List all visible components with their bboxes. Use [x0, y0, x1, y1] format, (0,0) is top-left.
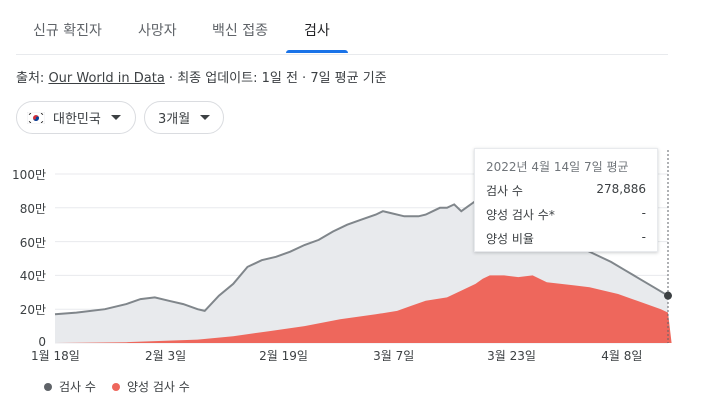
tooltip-title: 2022년 4월 14일 7일 평균	[486, 160, 629, 174]
hover-point[interactable]	[664, 291, 672, 300]
tooltip-value: 278,886	[596, 182, 646, 196]
legend-dot-icon	[44, 382, 52, 391]
tab-new-cases[interactable]: 신규 확진자	[33, 23, 102, 39]
source-line: 출처: Our World in Data · 최종 업데이트: 1일 전 · …	[16, 67, 387, 86]
tooltip-row-tests: 검사 수 278,886	[486, 182, 646, 200]
legend-label: 검사 수	[59, 380, 96, 394]
legend-item-tests[interactable]: 검사 수	[44, 378, 96, 395]
y-tick-label: 0	[38, 335, 46, 349]
country-select[interactable]: 대한민국	[16, 101, 136, 134]
y-tick-label: 60만	[19, 235, 46, 250]
tooltip-value: -	[641, 230, 646, 244]
tooltip-label: 양성 검사 수*	[486, 208, 555, 222]
source-suffix: · 최종 업데이트: 1일 전 · 7일 평균 기준	[164, 71, 387, 86]
tooltip-label: 검사 수	[486, 184, 523, 198]
tab-bar: 신규 확진자 사망자 백신 접종 검사	[16, 0, 668, 55]
legend-dot-icon	[111, 382, 120, 391]
tooltip-value: -	[641, 206, 646, 220]
x-tick-label: 2월 3일	[145, 349, 187, 363]
y-tick-label: 80만	[19, 201, 46, 216]
legend-label: 양성 검사 수	[126, 380, 190, 394]
x-tick-label: 3월 23일	[487, 349, 536, 363]
legend-item-positive[interactable]: 양성 검사 수	[111, 378, 190, 395]
chevron-down-icon	[200, 115, 211, 120]
source-prefix: 출처:	[16, 71, 49, 86]
x-tick-label: 3월 7일	[373, 349, 415, 363]
tab-vaccinations[interactable]: 백신 접종	[212, 23, 268, 39]
y-tick-label: 100만	[12, 168, 46, 182]
tooltip-row-rate: 양성 비율 -	[486, 230, 646, 248]
chart-tooltip: 2022년 4월 14일 7일 평균 검사 수 278,886 양성 검사 수*…	[474, 148, 658, 252]
x-tick-label: 1월 18일	[31, 349, 80, 363]
korea-flag-icon	[27, 111, 45, 124]
x-tick-label: 2월 19일	[259, 349, 308, 363]
range-label: 3개월	[158, 112, 191, 127]
chevron-down-icon	[110, 115, 121, 120]
range-select[interactable]: 3개월	[144, 101, 224, 134]
tab-tests[interactable]: 검사	[304, 23, 330, 39]
y-tick-label: 40만	[19, 269, 46, 284]
chart-legend: 검사 수 양성 검사 수	[44, 378, 206, 395]
tooltip-label: 양성 비율	[486, 232, 534, 246]
y-tick-label: 20만	[19, 303, 46, 318]
country-label: 대한민국	[53, 112, 101, 127]
tab-deaths[interactable]: 사망자	[138, 23, 177, 39]
x-tick-label: 4월 8일	[601, 349, 643, 363]
positive-area	[55, 275, 672, 343]
tooltip-row-positive: 양성 검사 수* -	[486, 206, 646, 224]
source-link[interactable]: Our World in Data	[48, 71, 165, 86]
active-tab-indicator	[286, 50, 348, 53]
